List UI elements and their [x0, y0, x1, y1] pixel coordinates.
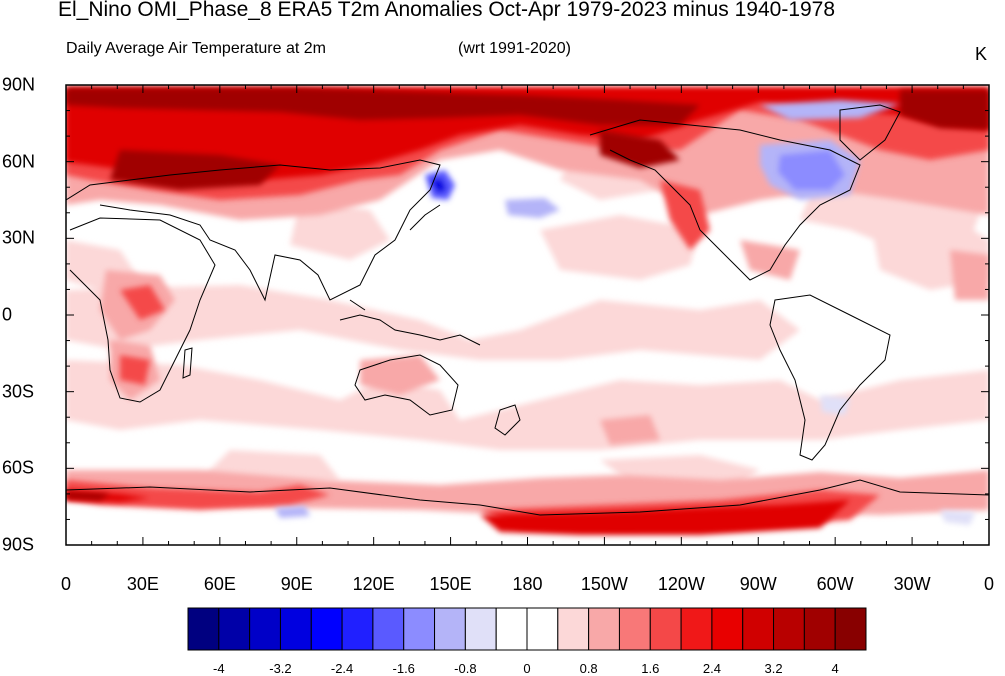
- colorbar-label: -0.8: [454, 661, 477, 676]
- greenland-coastline: [839, 104, 901, 161]
- colorbar-box: [249, 607, 281, 651]
- lon-label: 120E: [352, 574, 395, 594]
- lat-label: 30N: [2, 227, 36, 248]
- lon-label: 30E: [126, 574, 159, 594]
- colorbar-box: [464, 607, 497, 651]
- lat-label: 0: [2, 304, 13, 325]
- lat-label: 60N: [2, 151, 36, 172]
- cold-anomalies: [275, 100, 975, 525]
- colorbar-box: [834, 607, 867, 651]
- lon-label: 90W: [739, 574, 777, 594]
- colorbar-box: [588, 607, 620, 651]
- extreme-warm-anomalies: [66, 88, 989, 500]
- antarctic-cold-anomaly: [275, 506, 310, 518]
- coastlines: [66, 104, 989, 516]
- colorbar-box: [218, 607, 251, 651]
- colorbar-box: [279, 607, 312, 651]
- lat-label: 90S: [2, 534, 35, 555]
- lat-label: 90N: [2, 74, 36, 95]
- colorbar-label: 0: [523, 661, 531, 676]
- colorbar-label: 3.2: [764, 661, 783, 676]
- colorbar-box: [434, 607, 466, 651]
- colorbar-box: [372, 607, 405, 651]
- lat-label: 60S: [2, 457, 35, 478]
- colorbar-label: -4: [213, 661, 225, 676]
- lon-label: 60E: [203, 574, 236, 594]
- colorbar-label: 4: [831, 661, 839, 676]
- colorbar-label: 1.6: [641, 661, 660, 676]
- colorbar-box: [557, 607, 590, 651]
- colorbar-box: [403, 607, 436, 651]
- lon-label: 180: [512, 574, 543, 594]
- lon-label: 30W: [893, 574, 931, 594]
- colorbar-box: [680, 607, 713, 651]
- pacific-cold-anomaly: [505, 198, 560, 218]
- colorbar-box: [742, 607, 775, 651]
- lon-label: 0: [60, 574, 72, 594]
- reference-period: (wrt 1991-2020): [458, 40, 571, 57]
- europe-asia-coastline: [66, 159, 441, 302]
- north-america-coastline: [589, 119, 861, 281]
- lat-label: 30S: [2, 381, 35, 402]
- anomaly-map: [65, 84, 990, 546]
- lon-label: 120W: [657, 574, 705, 594]
- africa-coastline: [69, 217, 216, 403]
- map-subtitle: Daily Average Air Temperature at 2m: [66, 40, 326, 57]
- lon-label: 90E: [280, 574, 313, 594]
- colorbar-box: [495, 607, 528, 651]
- colorbar-label: 0.8: [579, 661, 598, 676]
- colorbar-box: [526, 607, 559, 651]
- colorbar-label: -3.2: [269, 661, 292, 676]
- colorbar-box: [310, 607, 343, 651]
- colorbar-box: [711, 607, 744, 651]
- colorbar-box: [341, 607, 374, 651]
- colorbar-box: [618, 607, 651, 651]
- colorbar-label: -2.4: [330, 661, 354, 676]
- australia-coastline: [354, 354, 459, 416]
- colorbar-box: [649, 607, 682, 651]
- axis-ticks: [65, 84, 990, 546]
- colorbar-box: [803, 607, 836, 651]
- lon-label: 60W: [816, 574, 854, 594]
- antarctica-coastline: [66, 479, 989, 516]
- madagascar-coastline: [182, 347, 193, 379]
- japan-coastline: [409, 204, 441, 231]
- new-zealand-coastline: [494, 404, 521, 436]
- colorbar-label: -1.6: [392, 661, 415, 676]
- maritime-continent: [339, 299, 481, 346]
- lon-label: 150E: [429, 574, 472, 594]
- colorbar-box: [773, 607, 805, 651]
- lon-label: 0: [983, 574, 995, 594]
- colorbar-box: [187, 607, 220, 651]
- map-title: El_Nino OMI_Phase_8 ERA5 T2m Anomalies O…: [58, 0, 836, 21]
- colorbar-label: 2.4: [702, 661, 721, 676]
- units-label: K: [975, 44, 988, 64]
- lon-label: 150W: [580, 574, 628, 594]
- south-america-coastline: [769, 294, 891, 461]
